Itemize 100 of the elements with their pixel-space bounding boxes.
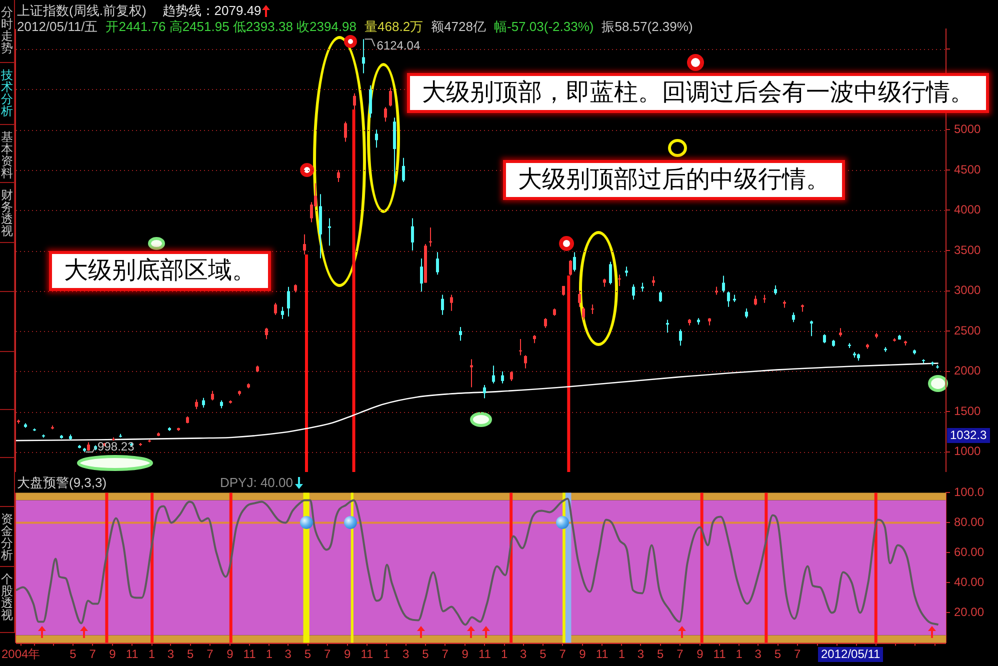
annotation: 开2441.76 高2451.95 低2393.38 收2394.98: [106, 19, 357, 34]
x-tick-label: 3: [402, 647, 410, 662]
candlestick: [666, 319, 669, 334]
candlestick: [632, 284, 635, 300]
x-tick-label: 3: [754, 647, 762, 662]
x-tick-label: 11: [596, 647, 609, 662]
candlestick: [524, 354, 527, 369]
x-tick-label: 9: [344, 647, 351, 662]
candlestick: [281, 306, 284, 320]
candlestick: [459, 326, 462, 342]
y-tick-label: 2500: [954, 323, 982, 338]
side-tab: 分时走势: [0, 0, 15, 63]
candlestick: [375, 129, 378, 148]
x-tick-label: 9: [226, 647, 234, 662]
y-tick-label: 1500: [954, 404, 982, 418]
x-tick-label: 9: [109, 647, 116, 662]
chart-title: 大盘预警(9,3,3): [17, 475, 107, 490]
x-tick-label: 1: [383, 647, 390, 662]
candlestick: [578, 290, 581, 308]
y-tick-label: 4000: [954, 202, 982, 217]
text: DPYJ: 40.00: [220, 475, 293, 490]
y-tick-label: 5000: [954, 122, 982, 136]
candlestick: [389, 87, 392, 107]
candlestick: [211, 390, 214, 401]
candlestick: [202, 397, 205, 408]
y-tick-label: 3500: [954, 242, 982, 257]
candlestick: [287, 286, 290, 318]
candlestick: [609, 261, 612, 285]
candlestick: [745, 308, 748, 319]
y-tick-label: 4500: [954, 162, 982, 176]
annotation: 998.23: [98, 439, 135, 454]
x-tick-label: 11: [126, 647, 139, 662]
x-tick-label: 11: [360, 647, 374, 662]
x-tick-label: 1: [618, 647, 626, 662]
annotation: 额4728亿: [431, 19, 486, 34]
annotation: 2012/05/11/五: [17, 19, 98, 34]
candlestick: [337, 169, 340, 183]
candlestick: [582, 306, 585, 320]
annotation: 量468.2万: [364, 19, 424, 34]
side-tab: 财务透视: [0, 183, 15, 243]
candlestick: [544, 318, 547, 328]
candlestick: [569, 260, 572, 276]
y-tick-label: 40.00: [954, 575, 984, 590]
x-tick-label: 1: [500, 647, 508, 662]
candlestick: [727, 291, 730, 308]
x-tick-label: 1: [736, 647, 743, 662]
candlestick: [519, 338, 522, 356]
x-tick-label: 9: [696, 647, 704, 662]
x-tick-label: 7: [442, 647, 449, 662]
candlestick: [344, 121, 347, 142]
callout-box: 大级别底部区域。: [49, 251, 271, 291]
text: 1032.3: [947, 428, 990, 443]
x-tick-label: 5: [540, 647, 547, 662]
line-series: [16, 362, 939, 442]
candlestick: [470, 358, 473, 388]
chart-title: 上证指数(周线.前复权): [17, 3, 146, 18]
candlestick: [303, 234, 306, 256]
annotation: 幅-57.03(-2.33%): [494, 19, 594, 34]
callout-box: 大级别顶部，即蓝柱。回调过后会有一波中级行情。: [407, 73, 989, 113]
candlestick: [625, 266, 628, 277]
callout-box: 大级别顶部过后的中级行情。: [503, 160, 845, 200]
candlestick: [274, 302, 277, 316]
side-tab: 资金分析: [0, 507, 15, 567]
x-tick-label: 7: [324, 647, 332, 662]
candlestick: [436, 252, 439, 276]
candlestick: [792, 312, 795, 323]
x-tick-label: 9: [579, 647, 586, 662]
candlestick: [659, 290, 662, 303]
candlestick: [195, 399, 198, 410]
x-tick-label: 1: [148, 647, 156, 662]
annotation: 6124.04: [376, 38, 420, 52]
x-tick-label: 3: [637, 647, 644, 662]
candlestick: [265, 327, 268, 340]
x-tick-label: 1: [266, 647, 273, 662]
x-tick-label: 7: [206, 647, 214, 662]
candlestick: [483, 384, 486, 399]
x-tick-label: 5: [187, 647, 194, 662]
x-tick-label: 3: [167, 647, 174, 662]
x-tick-label: 3: [284, 647, 292, 662]
candlestick: [722, 275, 725, 293]
x-tick-label: 7: [89, 647, 96, 662]
x-tick-label: 7: [794, 647, 802, 662]
candlestick: [591, 304, 594, 314]
candlestick: [441, 294, 444, 316]
candlestick: [353, 92, 356, 110]
y-tick-label: 80.00: [954, 515, 984, 530]
x-tick-label: 9: [462, 647, 469, 662]
text: 2012/05/11: [818, 647, 884, 662]
x-tick-label: 5: [70, 647, 77, 662]
y-tick-label: 3000: [954, 283, 982, 298]
candlestick: [492, 365, 495, 384]
side-tab: 个股透视: [0, 567, 15, 633]
annotation: 振58.57(2.39%): [602, 19, 693, 34]
y-tick-label: 2000: [954, 364, 982, 378]
side-tab: 基本资料: [0, 125, 15, 183]
candlestick: [450, 294, 453, 312]
x-tick-label: 7: [676, 647, 684, 662]
x-tick-label: 5: [774, 647, 782, 662]
y-tick-label: 1000: [954, 444, 982, 458]
x-tick-label: 3: [520, 647, 527, 662]
